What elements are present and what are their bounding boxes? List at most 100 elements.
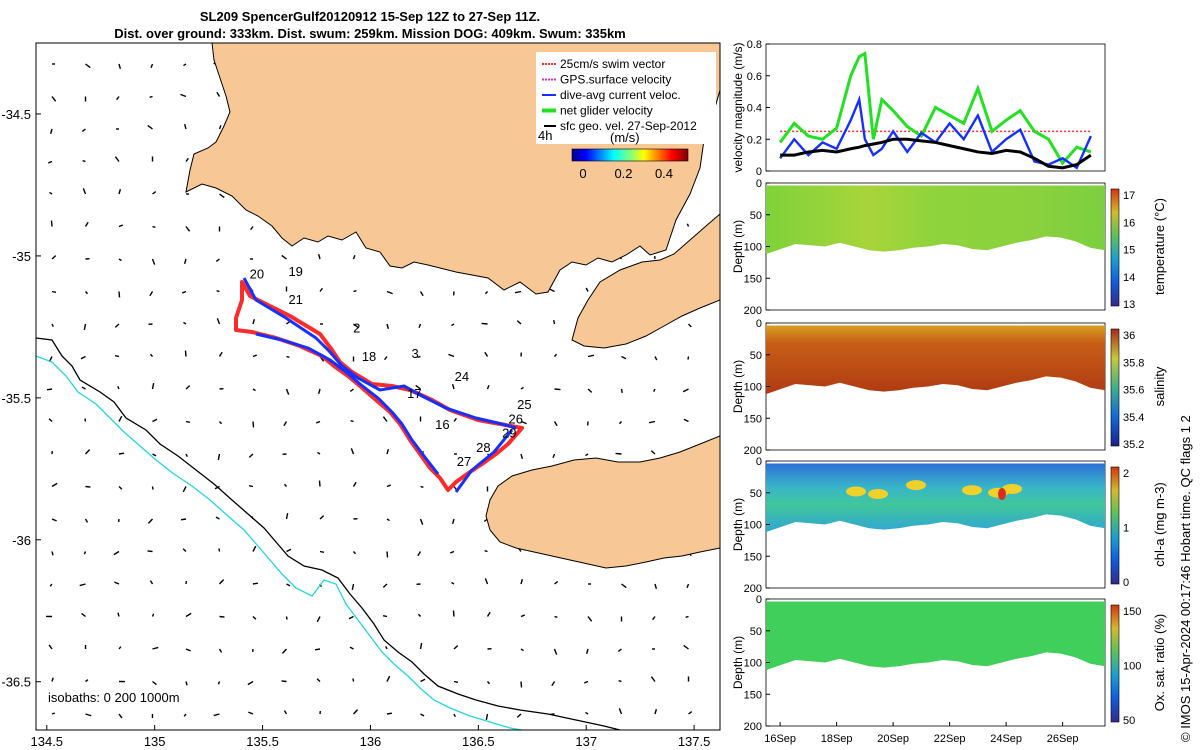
geostrophic-arrow xyxy=(349,388,354,392)
geostrophic-arrow xyxy=(386,712,393,715)
geostrophic-arrow xyxy=(382,615,388,618)
geostrophic-arrow xyxy=(83,323,87,331)
glider-track xyxy=(234,277,524,493)
geostrophic-arrow xyxy=(353,323,359,329)
chl-patch xyxy=(962,485,982,496)
colorbar-tick-label: 13 xyxy=(1123,299,1135,311)
day-label: 21 xyxy=(288,292,302,307)
geostrophic-arrow xyxy=(520,681,523,688)
colorbar-tick-label: 16 xyxy=(1123,217,1135,229)
colorbar-tick-label: 0.2 xyxy=(614,166,632,181)
geostrophic-arrow xyxy=(653,388,656,393)
geostrophic-arrow xyxy=(386,551,389,558)
geostrophic-arrow xyxy=(281,680,287,683)
geostrophic-arrow xyxy=(350,420,354,423)
land-mass xyxy=(571,213,720,349)
geostrophic-arrow xyxy=(418,323,422,328)
geostrophic-arrow xyxy=(553,421,558,427)
geostrophic-arrow xyxy=(80,355,86,360)
geostrophic-arrow xyxy=(147,124,153,130)
colorbar-tick-label: 35.4 xyxy=(1123,412,1144,424)
legend-label: net glider velocity xyxy=(560,104,653,118)
geostrophic-arrow xyxy=(114,156,120,162)
geostrophic-arrow xyxy=(113,550,120,556)
heatmap-panel-salinity: 0 50 100 150 200 Depth (m) 35.2 35.4 35.6 35.8 36 s… xyxy=(731,318,1167,457)
geostrophic-arrow xyxy=(152,646,159,650)
geostrophic-arrow xyxy=(316,420,321,424)
depth-tick-label: 150 xyxy=(744,551,762,563)
colorbar-label: chl-a (mg m-3) xyxy=(1152,482,1167,567)
geostrophic-arrow xyxy=(247,680,254,686)
geostrophic-arrow xyxy=(453,417,457,422)
colorbar-tick-label: 36 xyxy=(1123,330,1135,342)
geostrophic-arrow xyxy=(84,449,91,455)
geostrophic-arrow xyxy=(352,551,357,555)
geostrophic-arrow xyxy=(51,255,57,260)
chart-title: SL209 SpencerGulf20120912 15-Sep 12Z to … xyxy=(0,8,740,42)
geostrophic-arrow xyxy=(213,713,220,717)
geostrophic-arrow xyxy=(150,63,154,68)
time-tick-label: 22Sep xyxy=(934,733,966,745)
day-label: 18 xyxy=(362,349,376,364)
geostrophic-arrow xyxy=(285,388,290,395)
map-x-tick-label: 136.5 xyxy=(462,734,495,749)
geostrophic-arrow xyxy=(183,124,187,130)
geostrophic-arrow xyxy=(250,226,254,231)
geostrophic-arrow xyxy=(283,710,288,715)
geostrophic-arrow xyxy=(453,645,459,650)
depth-axis-label: Depth (m) xyxy=(731,220,745,273)
geostrophic-arrow xyxy=(185,157,189,162)
geostrophic-arrow xyxy=(281,648,288,654)
geostrophic-arrow xyxy=(184,350,187,357)
isobath-legend: isobaths: 0 200 1000m xyxy=(48,690,180,705)
geostrophic-arrow xyxy=(82,188,87,195)
geostrophic-arrow xyxy=(350,448,355,455)
depth-tick-label: 100 xyxy=(744,520,762,532)
geostrophic-arrow xyxy=(285,512,289,520)
geostrophic-arrow xyxy=(451,323,455,327)
geostrophic-arrow xyxy=(152,225,156,228)
day-label: 24 xyxy=(455,369,469,384)
geostrophic-arrow xyxy=(585,287,589,292)
geostrophic-arrow xyxy=(118,224,123,228)
depth-tick-label: 100 xyxy=(744,658,762,670)
geostrophic-arrow xyxy=(219,615,225,618)
depth-tick-label: 50 xyxy=(750,626,762,638)
heatmap-panel-chl-a: 0 50 100 150 200 Depth (m) 0 1 2 chl-a (mg m-3) xyxy=(731,456,1167,595)
geostrophic-arrow xyxy=(352,481,357,487)
colorbar-tick-label: 17 xyxy=(1123,190,1135,202)
geostrophic-arrow xyxy=(317,388,321,394)
geostrophic-arrow xyxy=(185,681,188,686)
map-axes: 134.5 135 135.5 136 136.5 137 137.5 -34.5 -35 -35… xyxy=(1,107,710,749)
geostrophic-arrow xyxy=(151,258,156,265)
geostrophic-arrow xyxy=(248,711,254,715)
geostrophic-arrow xyxy=(319,515,325,520)
geostrophic-arrow xyxy=(520,648,524,652)
geostrophic-arrow xyxy=(51,482,58,488)
geostrophic-arrow xyxy=(453,713,456,718)
map-x-tick-label: 134.5 xyxy=(31,734,64,749)
depth-tick-label: 150 xyxy=(744,413,762,425)
chl-patch xyxy=(868,489,888,500)
geostrophic-arrow xyxy=(386,290,393,295)
geostrophic-arrow xyxy=(118,63,122,69)
geostrophic-arrow xyxy=(587,354,595,358)
geostrophic-arrow xyxy=(252,582,259,585)
geostrophic-arrow xyxy=(218,548,221,552)
geostrophic-arrow xyxy=(353,290,357,293)
geostrophic-arrow xyxy=(286,321,291,325)
depth-tick-label: 150 xyxy=(744,689,762,701)
map-x-tick-label: 135.5 xyxy=(246,734,279,749)
geostrophic-arrow xyxy=(85,713,92,717)
geostrophic-arrow xyxy=(118,291,121,298)
geostrophic-arrow xyxy=(419,518,424,525)
velocity-y-label: velocity magnitude (m/s) xyxy=(731,42,745,172)
geostrophic-arrow xyxy=(49,128,53,134)
geostrophic-arrow xyxy=(180,518,187,521)
colorbar xyxy=(1110,328,1120,447)
map-y-tick-label: -36.5 xyxy=(1,675,31,690)
map-y-tick-label: -34.5 xyxy=(1,107,31,122)
geostrophic-arrow xyxy=(417,613,422,617)
geostrophic-arrow xyxy=(486,611,491,617)
